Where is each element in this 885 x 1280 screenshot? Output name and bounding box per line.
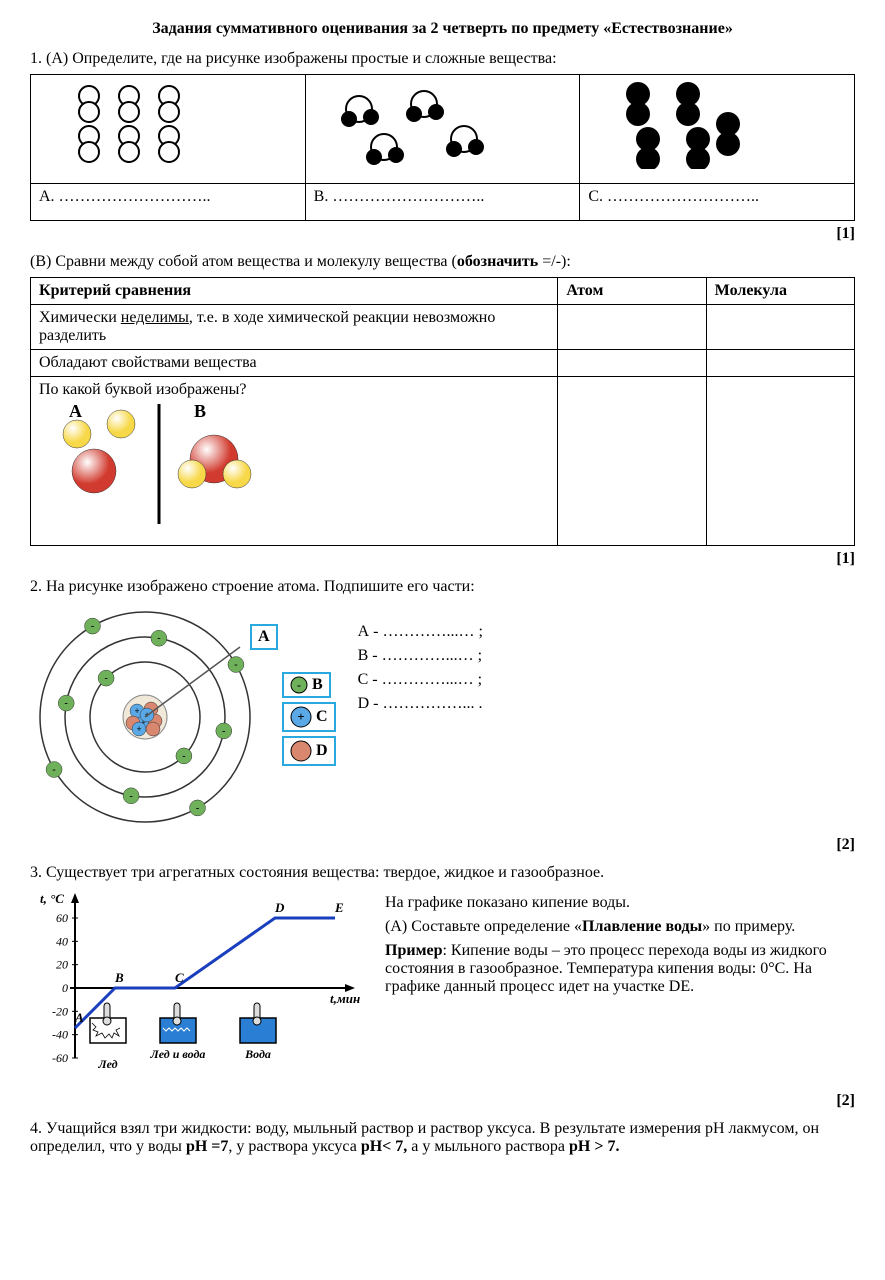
svg-text:-: - xyxy=(129,791,132,802)
svg-text:0: 0 xyxy=(62,981,68,995)
answer-c[interactable]: С. ……………………….. xyxy=(580,184,855,221)
legend-a: A xyxy=(250,624,278,650)
col-atom: Атом xyxy=(558,278,706,305)
svg-text:Вода: Вода xyxy=(244,1047,271,1061)
molecules-a xyxy=(39,79,239,169)
legend-d: D xyxy=(282,736,336,766)
svg-text:-: - xyxy=(234,660,237,671)
q2-text: 2. На рисунке изображено строение атома.… xyxy=(30,578,855,596)
svg-text:-40: -40 xyxy=(52,1028,68,1042)
svg-text:D: D xyxy=(274,900,285,915)
q3-example: Пример: Кипение воды – это процесс перех… xyxy=(385,942,855,996)
svg-text:-: - xyxy=(157,633,160,644)
crit-row: Обладают свойствами вещества xyxy=(31,350,558,377)
svg-text:+: + xyxy=(136,724,141,734)
svg-text:-: - xyxy=(52,765,55,776)
atoms-vs-molecule: A B xyxy=(39,399,299,529)
q2-score: [2] xyxy=(30,836,855,854)
atom-label-c[interactable]: С - …………...… ; xyxy=(358,671,483,689)
svg-text:Лед и вода: Лед и вода xyxy=(150,1047,206,1061)
answer-b[interactable]: В. ……………………….. xyxy=(305,184,580,221)
q3-score: [2] xyxy=(30,1092,855,1110)
svg-text:-: - xyxy=(91,621,94,632)
svg-text:C: C xyxy=(175,970,184,985)
page-title: Задания суммативного оценивания за 2 чет… xyxy=(30,20,855,38)
answer-a[interactable]: А. ……………………….. xyxy=(31,184,306,221)
svg-text:t, °C: t, °C xyxy=(40,891,64,906)
molecules-b xyxy=(314,79,534,169)
q4-text: 4. Учащийся взял три жидкости: воду, мыл… xyxy=(30,1120,855,1156)
svg-text:-: - xyxy=(104,673,107,684)
q1-table: А. ……………………….. В. ……………………….. С. …………………… xyxy=(30,74,855,221)
svg-text:Лед: Лед xyxy=(97,1057,117,1071)
col-criterion: Критерий сравнения xyxy=(31,278,558,305)
boiling-chart: t, °C t,мин -60 -40 -20 0 20 40 60 A B C D E Лед Лед и … xyxy=(30,888,370,1088)
legend-b: - B xyxy=(282,672,331,698)
svg-text:A: A xyxy=(74,1010,84,1025)
atom-label-b[interactable]: В - …………...… ; xyxy=(358,647,483,665)
svg-text:20: 20 xyxy=(56,958,68,972)
svg-text:-: - xyxy=(65,698,68,709)
atom-label-d[interactable]: D - ……………... . xyxy=(358,695,483,713)
svg-text:B: B xyxy=(194,401,206,421)
svg-text:-20: -20 xyxy=(52,1004,68,1018)
q1b-table: Критерий сравнения Атом Молекула Химичес… xyxy=(30,277,855,546)
svg-text:t,мин: t,мин xyxy=(330,991,360,1006)
legend-c: + C xyxy=(282,702,336,732)
svg-text:40: 40 xyxy=(56,934,68,948)
svg-text:B: B xyxy=(114,970,124,985)
svg-text:-60: -60 xyxy=(52,1051,68,1065)
chart-intro: На графике показано кипение воды. xyxy=(385,894,855,912)
atom-structure: ++++---------- xyxy=(30,602,270,832)
svg-text:-: - xyxy=(222,726,225,737)
q3-text: 3. Существует три агрегатных состояния в… xyxy=(30,864,855,882)
svg-text:+: + xyxy=(134,706,139,716)
svg-text:-: - xyxy=(196,803,199,814)
crit-row: Химически неделимы, т.е. в ходе химическ… xyxy=(31,305,558,350)
svg-text:-: - xyxy=(297,678,301,692)
svg-text:+: + xyxy=(297,709,304,724)
molecules-c xyxy=(588,79,788,169)
q1b-text: (В) Сравни между собой атом вещества и м… xyxy=(30,253,855,271)
q1b-score: [1] xyxy=(30,550,855,568)
q3-task: (А) Составьте определение «Плавление вод… xyxy=(385,918,855,936)
svg-text:A: A xyxy=(69,401,82,421)
q1-score: [1] xyxy=(30,225,855,243)
crit-row: По какой буквой изображены? A B xyxy=(31,377,558,546)
q1-text: 1. (А) Определите, где на рисунке изобра… xyxy=(30,50,855,68)
svg-text:60: 60 xyxy=(56,911,68,925)
col-molecule: Молекула xyxy=(706,278,854,305)
svg-text:-: - xyxy=(182,751,185,762)
atom-label-a[interactable]: А - …………...… ; xyxy=(358,623,483,641)
svg-text:E: E xyxy=(334,900,344,915)
